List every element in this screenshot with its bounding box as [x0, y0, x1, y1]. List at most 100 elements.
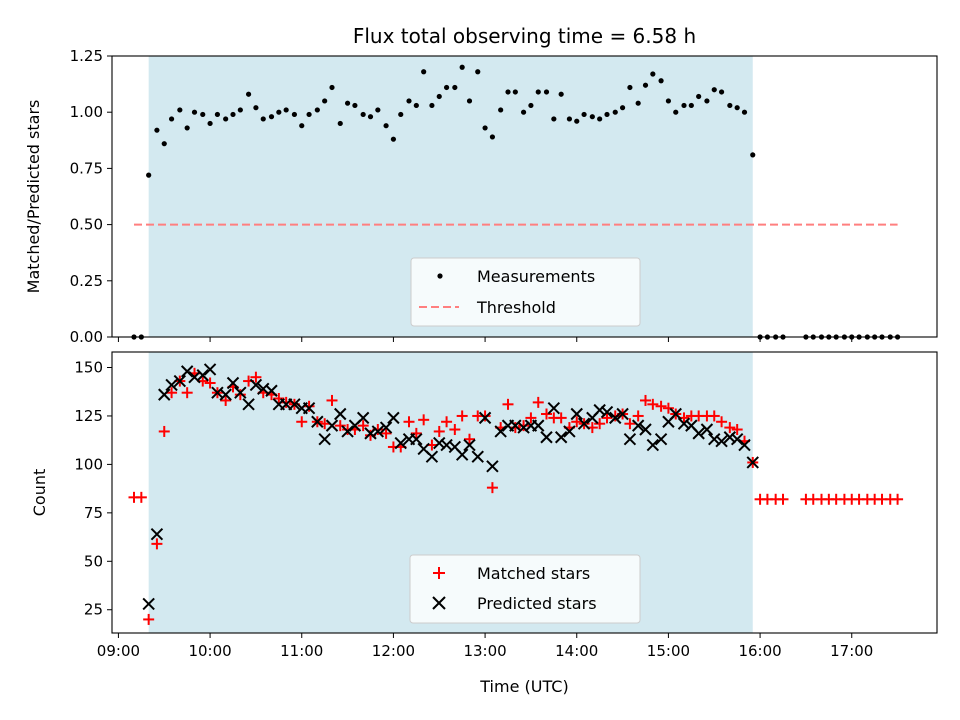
predicted-star-point — [478, 411, 492, 425]
measurement-point — [168, 116, 175, 122]
measurement-point — [704, 98, 710, 104]
predicted-star-point — [646, 438, 660, 452]
predicted-star-point — [425, 450, 439, 463]
y-tick-label: 75 — [84, 504, 103, 522]
predicted-star-point — [371, 425, 385, 438]
top-legend: Measurements Threshold — [410, 257, 641, 327]
predicted-star-point — [593, 403, 606, 417]
y-tick-label: 25 — [84, 601, 103, 619]
predicted-star-point — [394, 436, 407, 450]
x-tick-label: 09:00 — [97, 642, 140, 660]
measurement-point — [574, 118, 580, 124]
top-panel: 0.00 0.25 0.50 0.75 1.00 1.25 Flux total obse… — [24, 24, 938, 346]
measurement-point — [253, 105, 259, 111]
measurement-point — [665, 98, 672, 104]
matched-star-point — [273, 393, 285, 405]
x-tick-label: 11:00 — [280, 642, 323, 660]
matched-star-point — [280, 396, 292, 408]
matched-star-point — [541, 408, 552, 420]
predicted-star-point — [577, 417, 591, 430]
measurement-point — [421, 69, 427, 75]
top-legend-box — [410, 257, 641, 327]
measurement-point — [245, 91, 252, 97]
predicted-star-point — [547, 401, 561, 415]
predicted-star-point — [364, 427, 377, 440]
measurement-point — [459, 64, 465, 70]
matched-star-point — [647, 398, 659, 410]
predicted-star-point — [540, 431, 553, 444]
predicted-star-point — [341, 425, 354, 438]
matched-star-point — [532, 396, 544, 408]
measurement-point — [352, 102, 358, 109]
measurement-point — [528, 102, 534, 109]
x-tick-label: 10:00 — [188, 642, 231, 660]
matched-star-point — [502, 398, 514, 410]
bottom-plot-frame — [111, 351, 938, 634]
x-tick-label: 17:00 — [830, 642, 873, 660]
measurement-point — [283, 107, 289, 113]
predicted-star-point — [234, 386, 247, 399]
measurement-point — [276, 109, 282, 115]
predicted-star-point — [677, 417, 691, 430]
measurement-point — [612, 109, 618, 115]
measurement-point — [505, 89, 511, 95]
matched-star-point — [509, 422, 521, 434]
y-tick-label: 1.00 — [70, 103, 103, 121]
matched-star-point — [479, 410, 491, 422]
predicted-star-point — [463, 438, 476, 452]
measurement-point — [475, 69, 481, 75]
x-tick-label: 15:00 — [647, 642, 690, 660]
bottom-panel: 25 50 75 100 125 150 09:00 10:00 11:00 12:00 13:0… — [30, 351, 938, 696]
predicted-star-point — [517, 421, 530, 434]
predicted-star-point — [730, 432, 744, 446]
measurement-point — [581, 111, 587, 118]
legend-predicted-marker — [432, 596, 446, 610]
measurement-point — [214, 111, 221, 118]
measurement-point — [360, 111, 366, 118]
matched-star-point — [601, 412, 613, 424]
measurement-point — [268, 114, 275, 120]
predicted-star-point — [494, 425, 507, 438]
legend-plus-marker — [433, 567, 445, 579]
measurement-point — [161, 141, 167, 147]
measurement-point — [299, 123, 305, 129]
predicted-star-point — [288, 398, 301, 411]
measurement-point — [146, 172, 152, 178]
predicted-star-point — [746, 456, 759, 469]
y-tick-label: 50 — [84, 552, 103, 570]
predicted-star-point — [387, 411, 400, 425]
measurement-point — [306, 111, 312, 118]
predicted-star-point — [158, 388, 171, 401]
predicted-star-point — [654, 432, 668, 446]
measurement-point — [558, 91, 564, 97]
predicted-star-point — [334, 407, 347, 421]
matched-star-point — [518, 420, 530, 432]
matched-star-point — [777, 493, 789, 505]
measurement-point — [635, 100, 641, 106]
top-y-axis: 0.00 0.25 0.50 0.75 1.00 1.25 — [70, 47, 112, 346]
measurement-point — [750, 152, 756, 158]
measurement-point — [489, 134, 496, 140]
predicted-star-point — [249, 378, 263, 392]
predicted-star-point — [723, 431, 737, 444]
matched-star-point — [326, 394, 338, 406]
measurement-point — [413, 102, 419, 109]
legend-matched-label: Matched stars — [477, 564, 590, 583]
measurement-point — [466, 98, 473, 104]
matched-star-point — [594, 418, 606, 430]
measurement-point — [154, 127, 160, 133]
matched-star-point — [151, 538, 163, 550]
predicted-star-point — [738, 438, 751, 452]
predicted-star-point — [486, 460, 499, 473]
measurement-point — [688, 102, 694, 109]
matched-star-point — [486, 482, 498, 494]
matched-star-point — [403, 416, 415, 428]
y-tick-label: 0.00 — [70, 328, 103, 346]
measurement-point — [681, 102, 687, 109]
legend-measurements-label: Measurements — [477, 267, 595, 286]
predicted-star-point — [165, 378, 178, 392]
predicted-stars-series — [142, 363, 759, 611]
predicted-star-point — [554, 431, 568, 444]
matched-star-point — [250, 371, 262, 383]
matched-star-point — [166, 387, 178, 399]
